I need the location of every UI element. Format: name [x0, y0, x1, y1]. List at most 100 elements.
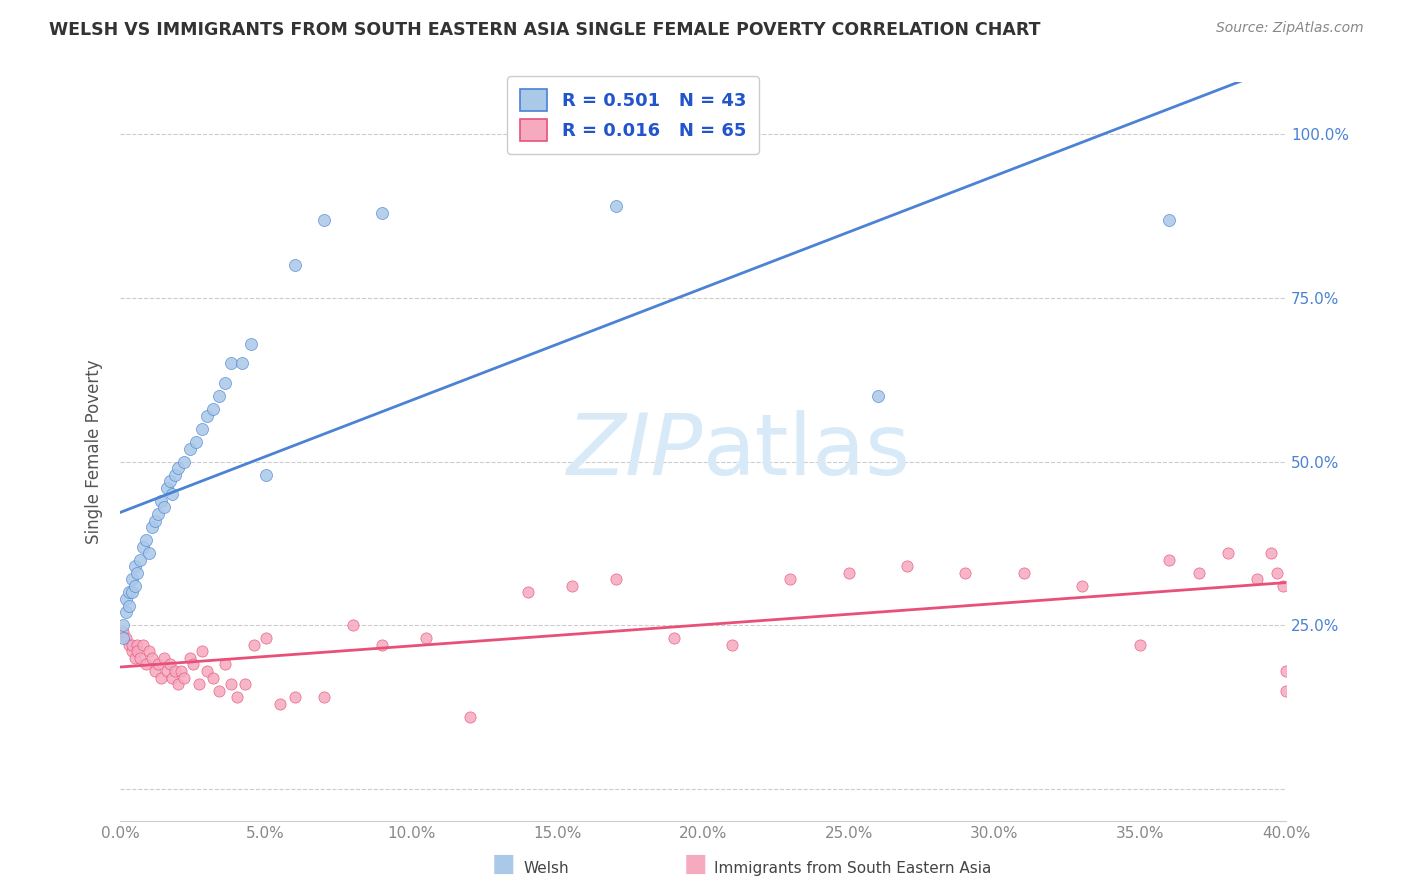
Point: [896, 559, 918, 574]
Point: [254, 632, 277, 646]
Point: [605, 573, 627, 587]
Point: [208, 389, 231, 403]
Point: [779, 573, 801, 587]
Point: [121, 573, 143, 587]
Point: [124, 579, 146, 593]
Point: [146, 657, 169, 672]
Point: [114, 605, 136, 619]
Point: [121, 638, 143, 652]
Point: [143, 664, 166, 678]
Point: [162, 487, 184, 501]
Point: [141, 520, 163, 534]
Point: [312, 212, 335, 227]
Point: [165, 467, 187, 482]
Point: [312, 690, 335, 705]
Point: [1070, 579, 1092, 593]
Point: [214, 376, 236, 390]
Point: [184, 435, 207, 450]
Point: [1216, 546, 1239, 560]
Point: [118, 638, 141, 652]
Point: [165, 664, 187, 678]
Point: [190, 644, 212, 658]
Point: [138, 644, 160, 658]
Point: [1265, 566, 1288, 580]
Point: [415, 632, 437, 646]
Point: [219, 356, 242, 370]
Point: [197, 409, 219, 423]
Point: [111, 632, 134, 646]
Point: [143, 514, 166, 528]
Point: [838, 566, 860, 580]
Point: [181, 657, 204, 672]
Point: [202, 671, 225, 685]
Point: [170, 664, 193, 678]
Point: [121, 644, 143, 658]
Point: [1187, 566, 1209, 580]
Point: [111, 624, 134, 639]
Text: ■: ■: [492, 852, 515, 876]
Point: [114, 592, 136, 607]
Y-axis label: Single Female Poverty: Single Female Poverty: [86, 359, 103, 544]
Point: [127, 566, 149, 580]
Point: [135, 657, 157, 672]
Point: [721, 638, 744, 652]
Point: [458, 710, 481, 724]
Point: [187, 677, 209, 691]
Point: [662, 632, 685, 646]
Point: [190, 422, 212, 436]
Point: [605, 199, 627, 213]
Point: [243, 638, 266, 652]
Text: WELSH VS IMMIGRANTS FROM SOUTH EASTERN ASIA SINGLE FEMALE POVERTY CORRELATION CH: WELSH VS IMMIGRANTS FROM SOUTH EASTERN A…: [49, 21, 1040, 38]
Point: [561, 579, 583, 593]
Point: [231, 356, 253, 370]
Point: [233, 677, 256, 691]
Point: [155, 664, 177, 678]
Point: [219, 677, 242, 691]
Point: [1012, 566, 1035, 580]
Point: [141, 651, 163, 665]
Point: [118, 599, 141, 613]
Point: [132, 540, 155, 554]
Point: [127, 644, 149, 658]
Point: [342, 618, 364, 632]
Point: [1246, 573, 1268, 587]
Point: [124, 559, 146, 574]
Text: Welsh: Welsh: [523, 861, 568, 876]
Point: [127, 638, 149, 652]
Point: [129, 553, 152, 567]
Point: [1159, 212, 1181, 227]
Point: [179, 651, 201, 665]
Point: [129, 651, 152, 665]
Point: [149, 671, 172, 685]
Point: [111, 618, 134, 632]
Point: [135, 533, 157, 548]
Point: [1275, 664, 1298, 678]
Point: [155, 481, 177, 495]
Text: ■: ■: [685, 852, 707, 876]
Point: [1272, 579, 1295, 593]
Point: [208, 683, 231, 698]
Point: [162, 671, 184, 685]
Text: Immigrants from South Eastern Asia: Immigrants from South Eastern Asia: [714, 861, 991, 876]
Point: [371, 638, 394, 652]
Point: [114, 632, 136, 646]
Point: [138, 546, 160, 560]
Text: Source: ZipAtlas.com: Source: ZipAtlas.com: [1216, 21, 1364, 35]
Point: [1159, 553, 1181, 567]
Point: [159, 657, 181, 672]
Text: atlas: atlas: [703, 410, 911, 493]
Point: [240, 336, 263, 351]
Point: [202, 402, 225, 417]
Point: [955, 566, 977, 580]
Point: [284, 690, 307, 705]
Point: [269, 697, 291, 711]
Point: [254, 467, 277, 482]
Point: [866, 389, 889, 403]
Point: [167, 677, 190, 691]
Point: [159, 475, 181, 489]
Point: [179, 442, 201, 456]
Point: [214, 657, 236, 672]
Point: [517, 585, 540, 599]
Point: [1275, 683, 1298, 698]
Point: [146, 507, 169, 521]
